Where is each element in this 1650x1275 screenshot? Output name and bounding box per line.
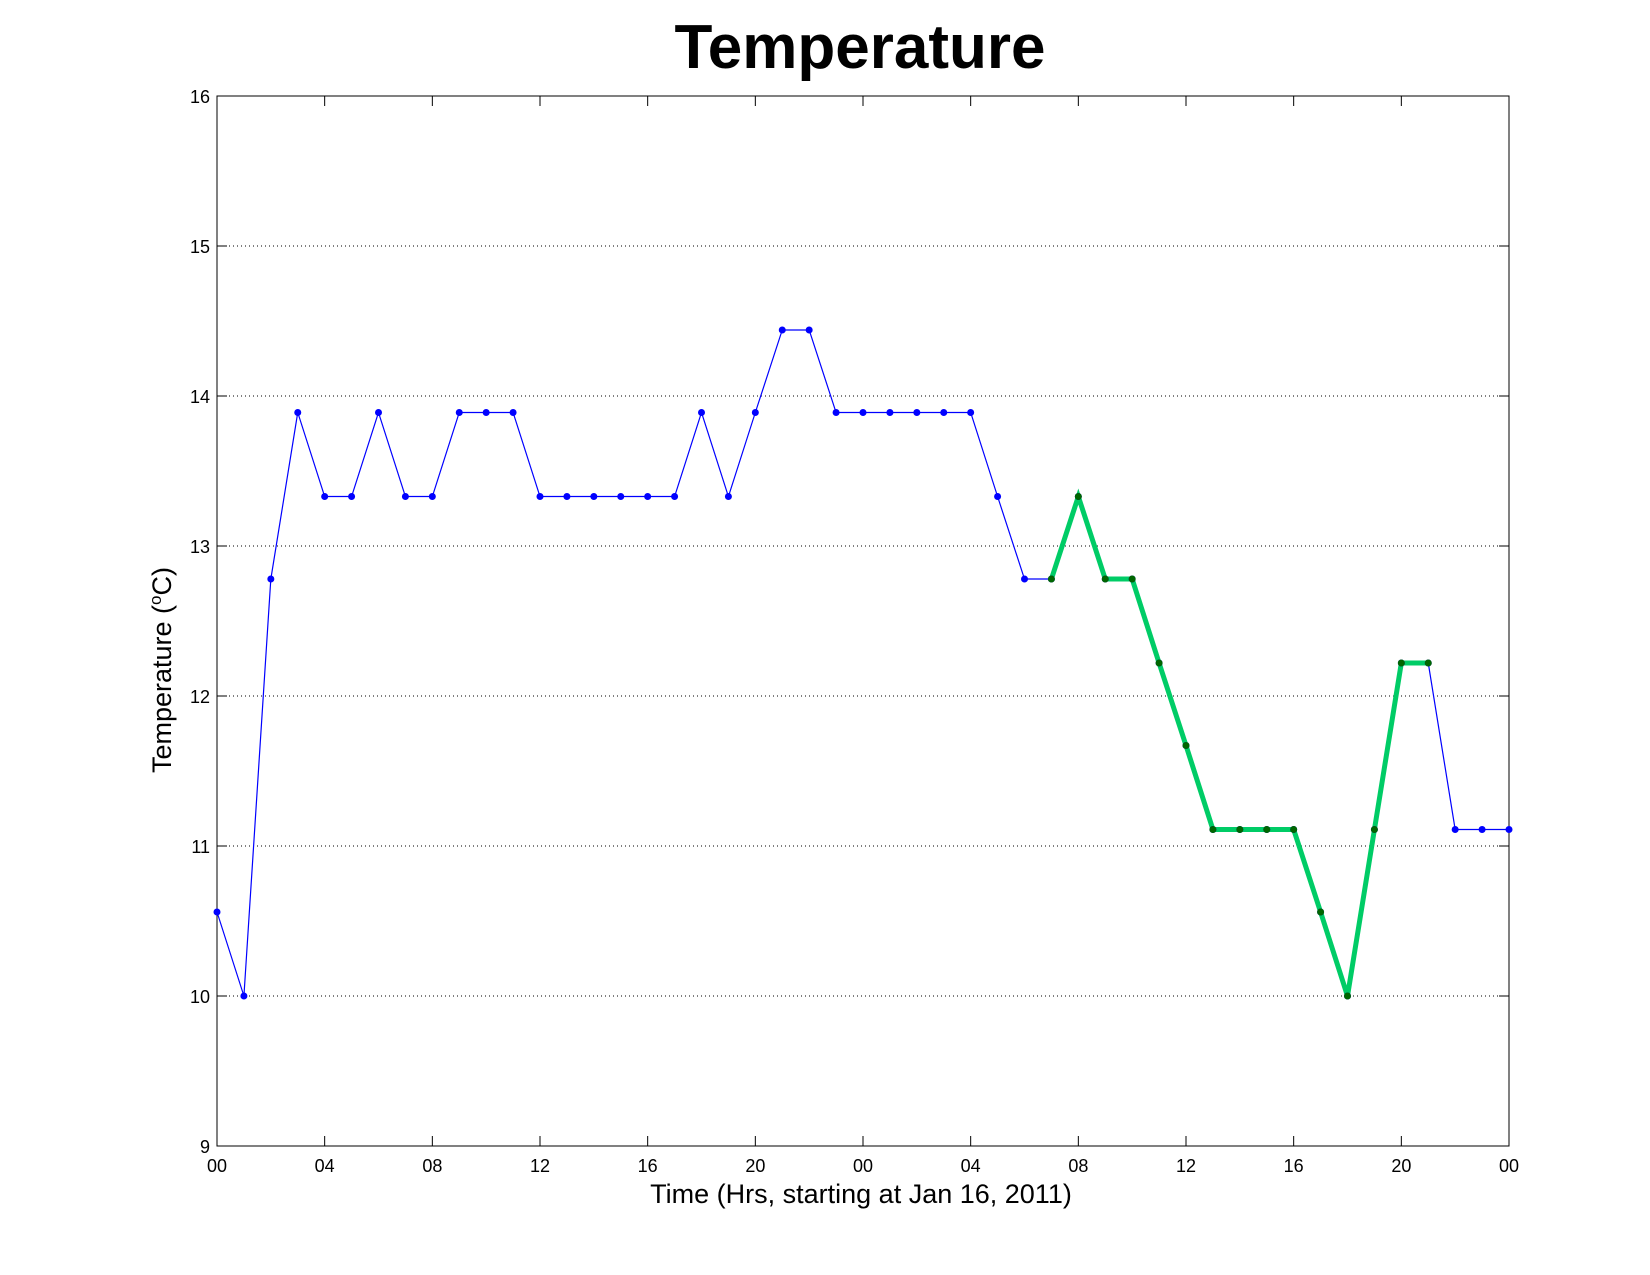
y-axis-label: Temperature (oC): [146, 567, 177, 773]
data-point: [321, 493, 329, 500]
chart-title: Temperature: [675, 13, 1046, 82]
highlight-data-point: [1128, 575, 1136, 583]
x-tick-label: 00: [207, 1156, 227, 1176]
y-tick-label: 10: [190, 987, 210, 1007]
data-point: [751, 409, 759, 416]
x-tick-label: 20: [1391, 1156, 1411, 1176]
highlight-data-point: [1397, 659, 1405, 667]
x-tick-label: 04: [961, 1156, 981, 1176]
y-tick-label: 9: [200, 1137, 210, 1157]
y-axis-label-degree: o: [146, 595, 165, 604]
data-point: [590, 493, 598, 500]
data-point: [240, 992, 248, 1000]
y-tick-label: 16: [190, 87, 210, 107]
x-axis-label: Time (Hrs, starting at Jan 16, 2011): [650, 1179, 1072, 1209]
data-point: [401, 493, 409, 500]
highlight-data-point: [1344, 992, 1351, 1000]
x-tick-label: 12: [1176, 1156, 1196, 1176]
axis-ticks: 9 10 11 12 13 14 15 16 00 04 08 12 16 20 00 04 08 12 16 20 0…: [190, 87, 1519, 1176]
plot-area-frame: [216, 95, 1510, 1147]
data-point: [859, 409, 867, 416]
data-point: [375, 409, 382, 416]
data-point: [536, 493, 544, 500]
y-axis-label-unit: C): [147, 567, 177, 596]
data-point: [644, 493, 652, 500]
x-tick-label: 20: [745, 1156, 765, 1176]
highlight-data-point: [1263, 826, 1271, 833]
data-point: [267, 575, 275, 583]
gridlines: [217, 245, 1509, 997]
data-point: [967, 409, 975, 416]
x-tick-label: 08: [1068, 1156, 1088, 1176]
highlight-data-point: [1317, 908, 1325, 916]
y-tick-label: 15: [190, 237, 210, 257]
data-point: [698, 409, 705, 416]
data-point: [832, 409, 840, 416]
y-tick-label: 13: [190, 537, 210, 557]
data-point: [671, 493, 679, 500]
x-tick-label: 00: [1499, 1156, 1519, 1176]
x-tick-label: 16: [1284, 1156, 1304, 1176]
highlight-data-point: [1101, 575, 1109, 583]
data-point: [994, 493, 1002, 500]
highlight-data-point: [1155, 659, 1163, 667]
data-point: [724, 493, 732, 500]
data-point: [455, 409, 463, 416]
y-tick-label: 11: [191, 837, 210, 857]
data-point: [428, 493, 436, 500]
x-tick-label: 16: [638, 1156, 658, 1176]
highlight-data-point: [1074, 493, 1082, 500]
data-point: [1505, 826, 1513, 833]
data-point: [482, 409, 490, 416]
highlight-data-point: [1370, 826, 1378, 833]
data-point: [1478, 826, 1486, 833]
y-tick-label: 14: [190, 387, 210, 407]
x-tick-label: 08: [422, 1156, 442, 1176]
data-point: [509, 409, 517, 416]
highlight-data-point: [1047, 575, 1055, 583]
data-point: [1021, 575, 1028, 583]
data-point: [805, 326, 813, 334]
data-point: [294, 409, 302, 416]
data-point: [940, 409, 948, 416]
highlight-data-point: [1290, 826, 1298, 833]
x-tick-label: 00: [853, 1156, 873, 1176]
x-tick-label: 04: [315, 1156, 335, 1176]
data-point: [913, 409, 921, 416]
data-point: [886, 409, 894, 416]
data-point: [778, 326, 786, 334]
data-series: [213, 326, 1513, 1000]
data-point: [563, 493, 571, 500]
data-point: [1451, 826, 1459, 833]
data-point: [213, 908, 221, 916]
highlight-data-point: [1209, 826, 1217, 833]
x-tick-label: 12: [530, 1156, 550, 1176]
y-tick-label: 12: [190, 687, 210, 707]
highlight-data-point: [1182, 742, 1190, 749]
data-point: [617, 493, 625, 500]
highlight-data-point: [1424, 659, 1432, 667]
data-point: [348, 493, 356, 500]
highlight-data-point: [1236, 826, 1244, 833]
y-axis-label-main: Temperature (: [147, 605, 177, 773]
